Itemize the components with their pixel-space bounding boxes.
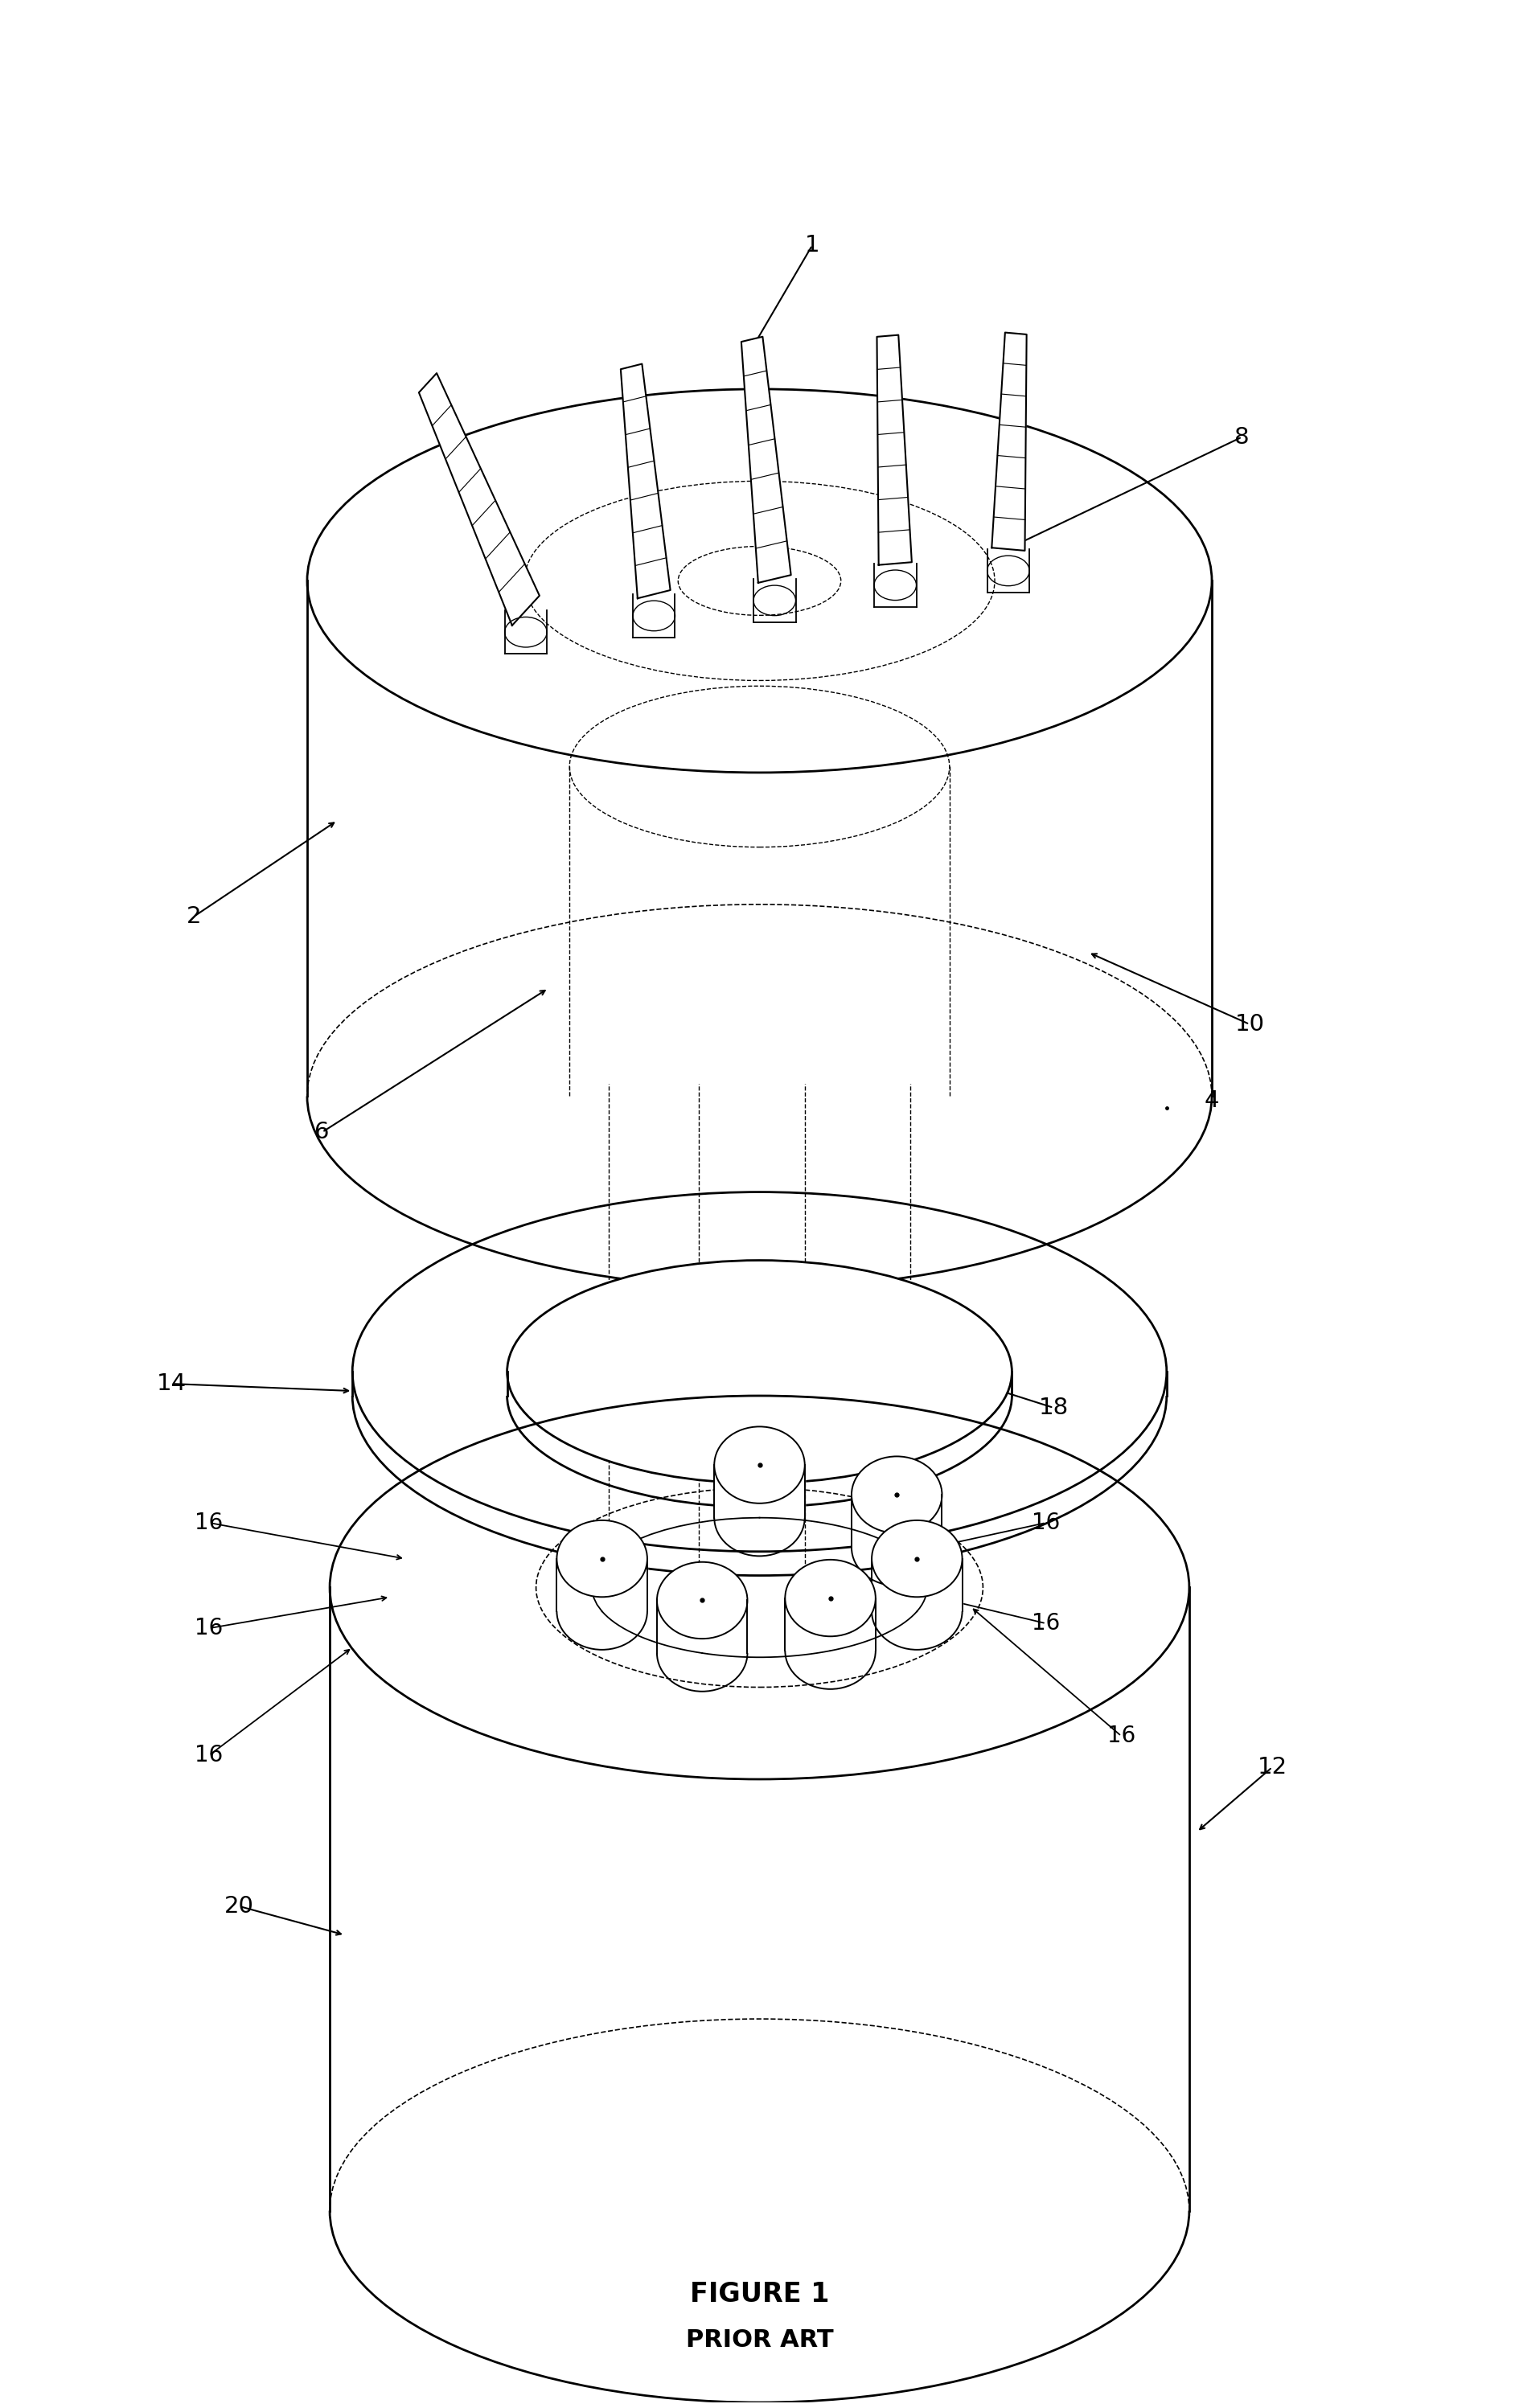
Text: 16: 16 [194,1743,223,1767]
Polygon shape [876,335,911,566]
Polygon shape [419,373,539,626]
Text: PRIOR ART: PRIOR ART [685,2329,834,2353]
Text: 14: 14 [156,1373,187,1394]
Polygon shape [741,337,791,583]
Text: 18: 18 [1039,1397,1068,1418]
Ellipse shape [507,1259,1012,1483]
Text: 10: 10 [1235,1014,1264,1035]
Text: 16: 16 [1107,1724,1136,1748]
Text: 6: 6 [314,1120,330,1144]
Text: 16: 16 [194,1618,223,1640]
Polygon shape [714,1464,805,1517]
Polygon shape [992,332,1027,551]
Ellipse shape [872,1519,962,1597]
Text: 16: 16 [194,1512,223,1534]
Ellipse shape [557,1519,647,1597]
Polygon shape [621,364,670,597]
Text: 4: 4 [1205,1091,1220,1112]
Polygon shape [557,1558,647,1611]
Polygon shape [872,1558,962,1611]
Text: 12: 12 [1258,1755,1287,1780]
Text: 16: 16 [1031,1512,1060,1534]
Text: FIGURE 1: FIGURE 1 [690,2280,829,2307]
Text: 16: 16 [1031,1613,1060,1635]
Ellipse shape [785,1560,875,1637]
Text: 20: 20 [225,1895,254,1917]
Ellipse shape [714,1426,805,1503]
Text: 8: 8 [1235,426,1250,448]
Text: 1: 1 [805,234,820,258]
Ellipse shape [852,1457,942,1534]
Polygon shape [852,1495,942,1548]
Text: 2: 2 [187,905,202,927]
Polygon shape [656,1601,747,1652]
Ellipse shape [656,1563,747,1640]
Polygon shape [785,1599,875,1652]
